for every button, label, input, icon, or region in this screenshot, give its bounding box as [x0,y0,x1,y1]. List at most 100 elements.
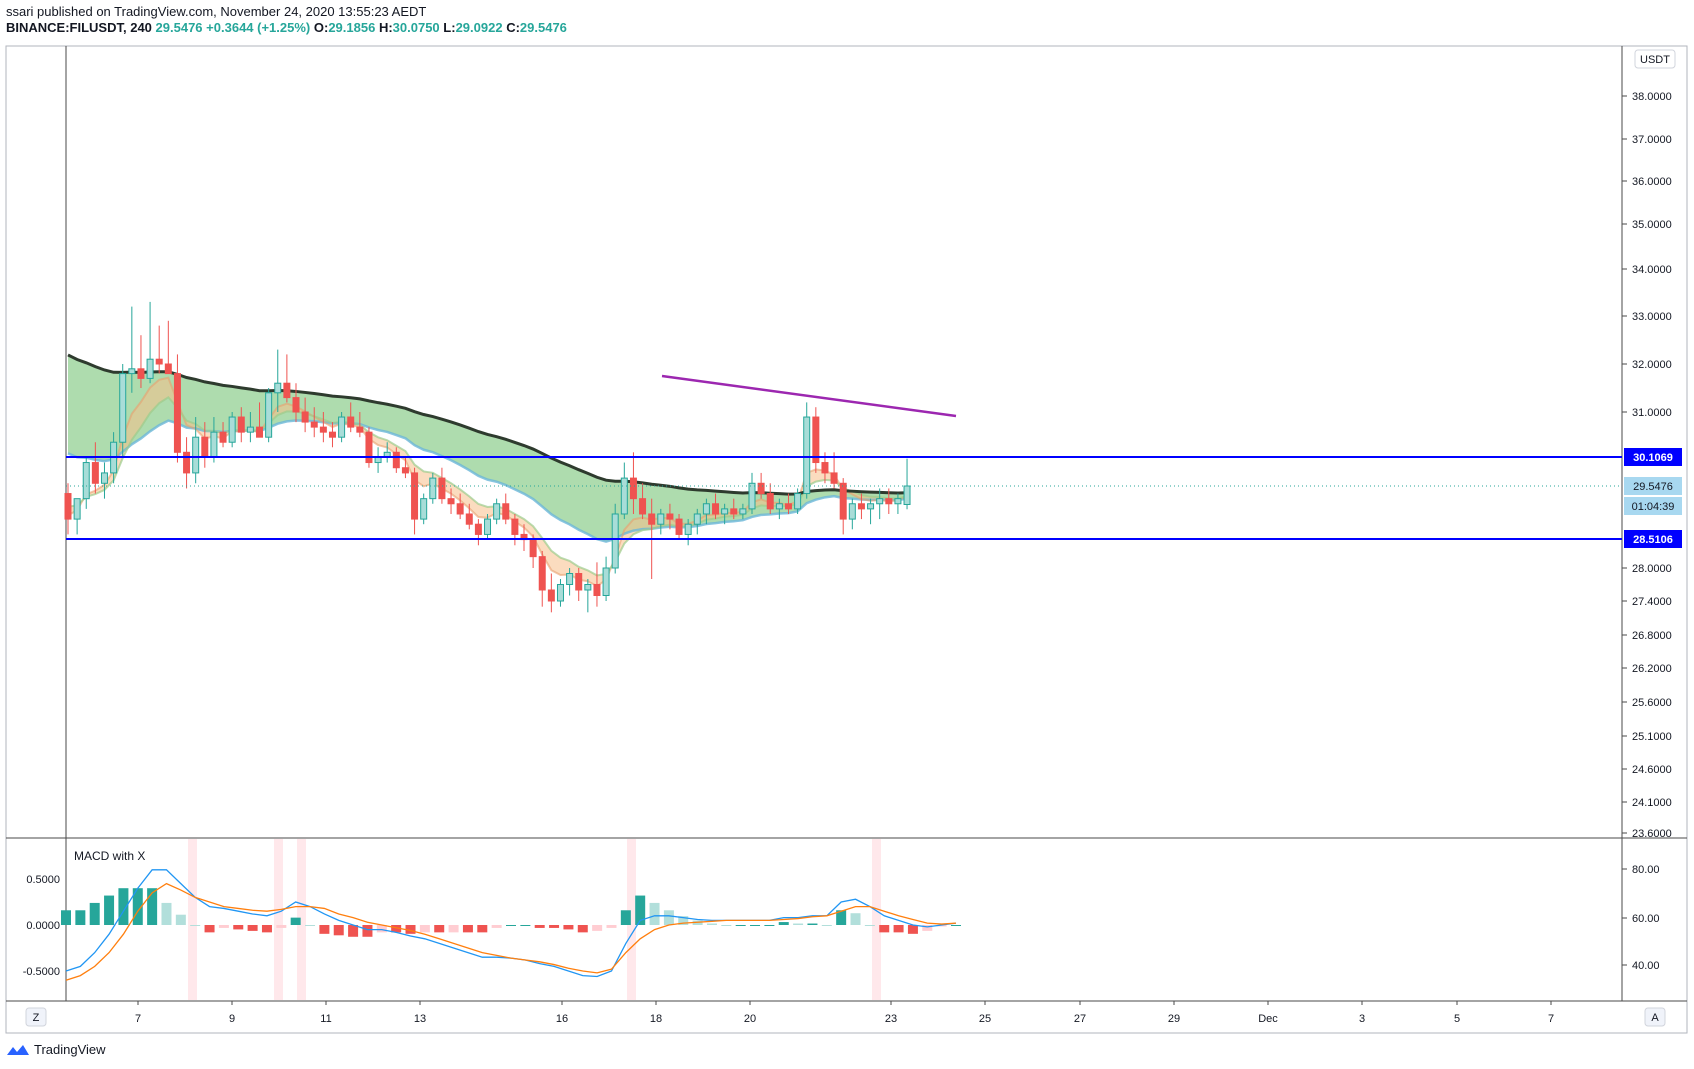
price-tick-label: 38.0000 [1632,91,1672,103]
price-tick-label: 26.8000 [1632,630,1672,642]
candle-body [100,472,108,484]
candle-body [739,508,747,515]
macd-left-tick-label: -0.5000 [23,966,60,978]
candle [639,483,647,520]
macd-histogram-bar [419,925,430,933]
candle-body [666,513,674,520]
price-tick-label: 34.0000 [1632,264,1672,276]
macd-histogram-bar [721,925,732,926]
chart-frame [5,45,1688,1034]
candle-body [803,416,811,495]
candle-body [119,373,127,443]
candle [493,498,501,525]
candle-body [511,518,519,535]
candle [830,452,838,489]
candle-body [237,416,245,433]
macd-histogram-bar [391,925,402,933]
footer-brand[interactable]: TradingView [6,1042,106,1057]
publish-line: ssari published on TradingView.com, Nove… [6,4,427,19]
candle-body [73,498,81,520]
macd-histogram-bar [951,925,961,926]
macd-line [65,869,957,978]
candle-body [173,373,181,453]
chart-header: ssari published on TradingView.com, Nove… [6,4,567,36]
chart-canvas[interactable]: 30.1069 28.5106 29.5476 01:04:39 38.0000 37.… [0,0,1694,1040]
candle [867,498,875,525]
candle [328,422,336,448]
high-label: H: [378,20,393,35]
last-price: 29.5476 [155,20,203,35]
macd-histogram-bar [592,925,603,931]
candle [584,579,592,613]
time-tick-label: 7 [135,1013,141,1025]
candle [420,493,428,525]
zoom-reset-button[interactable] [25,1007,47,1027]
candle-body [82,462,90,500]
macd-pane: 0.5000 0.0000 -0.5000 80.00 60.00 40.00 [23,864,1660,981]
macd-histogram-bar [836,910,847,925]
candle-body [611,513,619,569]
macd-histogram-bar [305,925,316,926]
candle [265,388,273,443]
candle-body [246,426,254,433]
candle-body [484,518,492,535]
macd-histogram-bar [276,925,287,928]
time-tick-label: 7 [1548,1013,1554,1025]
candle [64,483,72,535]
candle-body [757,482,765,495]
macd-histogram-bar [261,925,272,933]
orange-ribbon [68,377,908,587]
macd-histogram-bar [922,925,933,931]
macd-histogram-bar [821,925,832,926]
candle [602,556,610,601]
candle-body [228,416,236,443]
candle [839,478,847,535]
time-tick-label: 25 [979,1013,991,1025]
macd-histogram-bar [549,925,560,928]
candle-body [712,503,720,515]
price-axis[interactable]: 38.0000 37.0000 36.0000 35.0000 34.0000 33.00… [1622,91,1672,840]
candle [310,407,318,438]
candle-body [91,462,99,484]
trendline[interactable] [661,374,957,418]
macd-histogram-bar [118,888,129,925]
candle [502,493,510,525]
candle [775,498,783,520]
candle-body [365,431,373,464]
candle [812,407,820,473]
time-tick-label: 29 [1168,1013,1180,1025]
candle-body [848,503,856,520]
macd-histogram-bar [434,925,445,933]
candle [766,483,774,514]
horizontal-lines[interactable]: 30.1069 28.5106 29.5476 01:04:39 [66,448,1682,548]
time-tick-label: 20 [744,1013,756,1025]
candle [347,402,355,433]
macd-histogram-bar [606,925,617,928]
currency-badge[interactable] [1634,49,1676,69]
time-tick-label: 18 [650,1013,662,1025]
macd-histogram-bar [190,925,201,926]
time-axis[interactable]: 7 9 11 13 16 18 20 23 25 27 29 Dec 3 5 7 [135,1001,1554,1025]
candle-body [547,589,555,602]
open-label: O: [313,20,329,35]
candle-body [183,451,191,474]
candle [392,447,400,473]
candle-body [292,397,300,413]
price-tick-label: 24.1000 [1632,797,1672,809]
candle-body [556,584,564,602]
candle [91,442,99,494]
level-price-label: 28.5106 [1633,534,1673,546]
candle-body [411,472,419,520]
price-tick-label: 26.2000 [1632,663,1672,675]
candle-body [301,411,309,423]
candle-body [319,426,327,433]
currency-label: USDT [1640,54,1670,66]
candle [903,458,911,510]
macd-right-tick-label: 60.00 [1632,913,1660,925]
candle [319,412,327,443]
macd-right-tick-label: 80.00 [1632,864,1660,876]
auto-scale-label: A [1651,1012,1659,1024]
macd-right-tick-label: 40.00 [1632,960,1660,972]
price-tick-label: 27.4000 [1632,596,1672,608]
auto-scale-button[interactable] [1644,1007,1666,1027]
